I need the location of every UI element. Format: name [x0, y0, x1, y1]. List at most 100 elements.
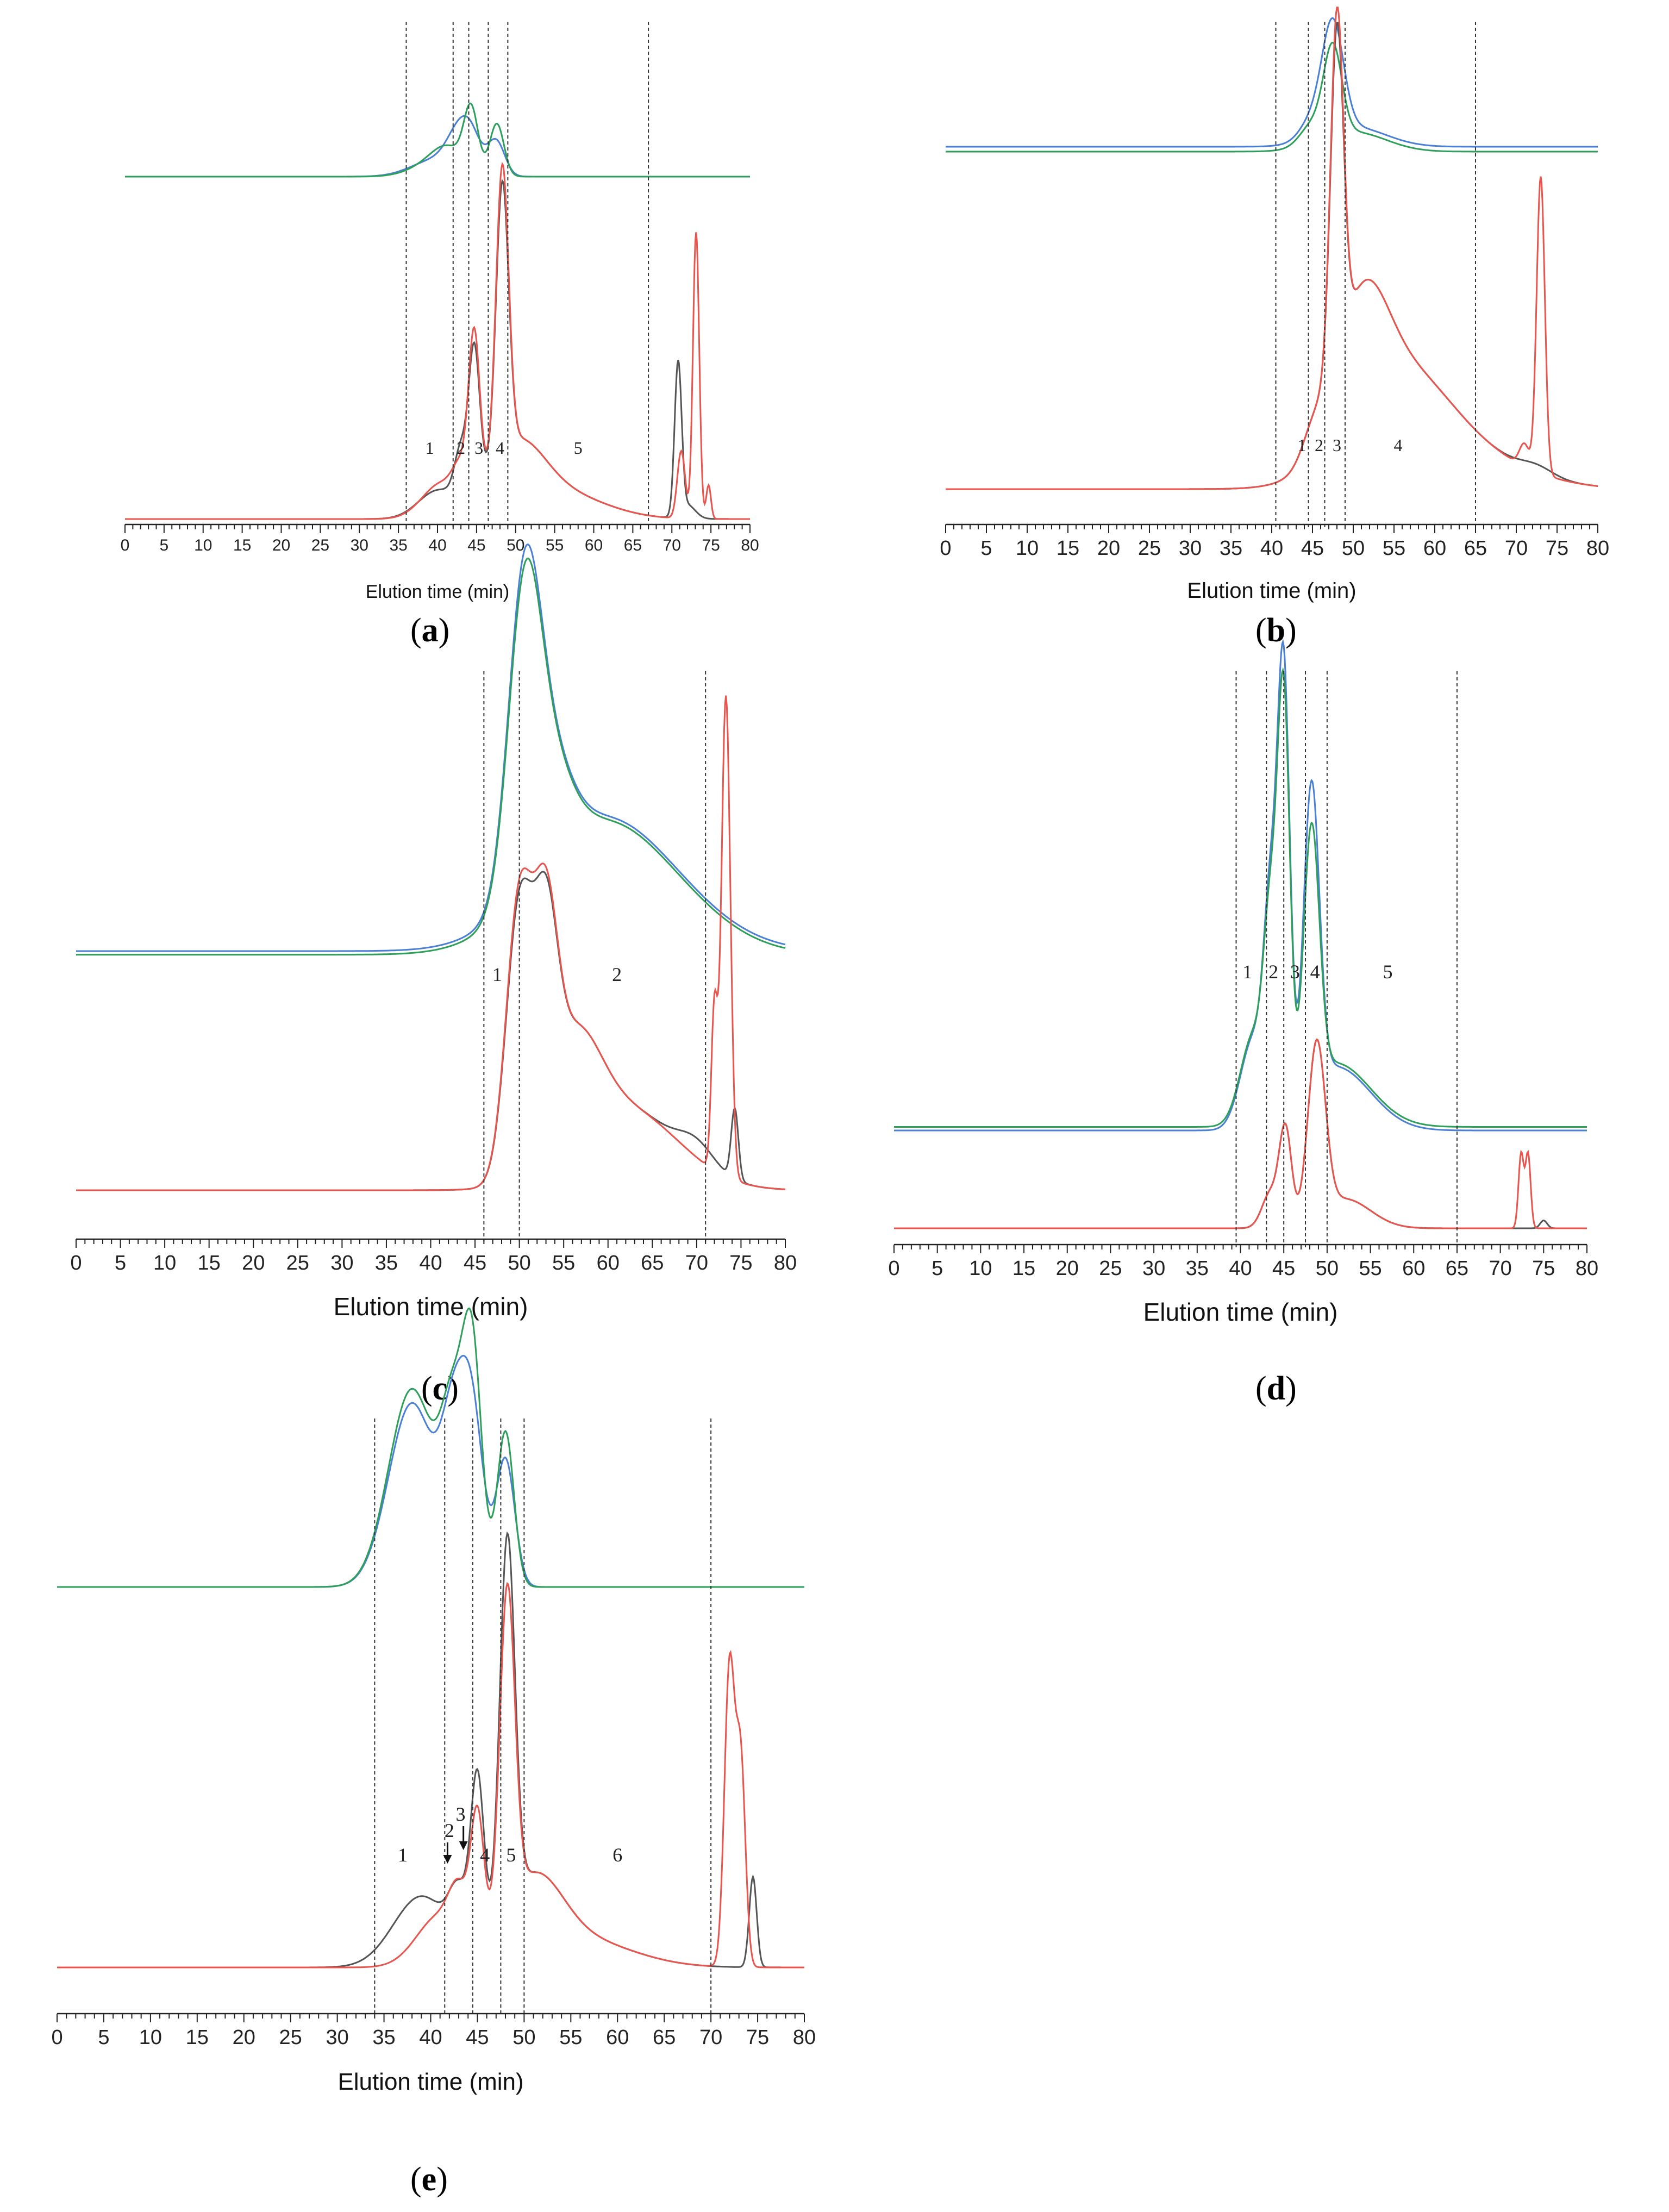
x-tick-label: 55 [559, 2026, 582, 2049]
x-tick-label: 40 [1260, 537, 1283, 560]
series-line-upper-green [76, 557, 786, 956]
caption-b: (b) [1255, 612, 1297, 649]
x-tick-label: 15 [1012, 1257, 1035, 1280]
fraction-label-5: 5 [1383, 961, 1392, 983]
fraction-label-3: 3 [474, 438, 483, 458]
x-tick-label: 35 [372, 2026, 395, 2049]
x-tick-label: 75 [729, 1252, 752, 1274]
fraction-label-2: 2 [612, 964, 622, 985]
x-tick-label: 60 [606, 2026, 629, 2049]
series-line-upper-blue [946, 17, 1598, 148]
chart-a-svg: 1 2 3 4 50 5 10 15 20 25 30 35 40 45 50 55 60 65 70 75 80Elu… [121, 22, 759, 602]
series-line-lower-red [76, 695, 786, 1191]
x-tick-label: 40 [428, 536, 446, 554]
x-axis-label: Elution time (min) [337, 2069, 523, 2095]
fraction-label-3: 3 [1333, 435, 1341, 455]
x-tick-label: 45 [466, 2026, 489, 2049]
caption-d: (d) [1255, 1370, 1297, 1407]
x-tick-label: 45 [1272, 1257, 1295, 1280]
chart-panel-b: 1 2 3 4 0 5 10 15 20 25 30 35 40 45 50 55 60 65 70 75 80 Elut… [897, 7, 1630, 663]
annotation-arrow-head [443, 1855, 452, 1864]
x-tick-label: 80 [1586, 537, 1609, 560]
fraction-label-1: 1 [1298, 435, 1307, 455]
fraction-label-1: 1 [492, 964, 502, 985]
x-axis-label: Elution time (min) [1143, 1298, 1338, 1326]
x-tick-label: 20 [242, 1252, 265, 1274]
caption-a: (a) [410, 612, 450, 649]
x-tick-label: 30 [330, 1252, 353, 1274]
x-tick-label: 20 [1056, 1257, 1079, 1280]
x-tick-label: 5 [115, 1252, 126, 1274]
series-line-lower-red [125, 162, 750, 520]
fraction-label-5: 5 [574, 438, 583, 458]
x-tick-label: 30 [351, 536, 368, 554]
x-tick-label: 65 [641, 1252, 664, 1274]
x-tick-label: 15 [186, 2026, 209, 2049]
x-tick-label: 25 [1099, 1257, 1122, 1280]
x-tick-label: 10 [1016, 537, 1039, 560]
x-tick-label: 40 [1229, 1257, 1252, 1280]
x-tick-label: 35 [1186, 1257, 1209, 1280]
x-tick-label: 0 [51, 2026, 62, 2049]
x-tick-label: 5 [980, 537, 992, 560]
x-tick-label: 10 [139, 2026, 162, 2049]
chart-d-svg: 1 2 3 4 50 5 10 15 20 25 30 35 40 45 50 55 60 65 70 75 80Elu… [888, 639, 1598, 1326]
series-line-lower-red [946, 7, 1598, 490]
x-tick-label: 15 [198, 1252, 221, 1274]
x-tick-label: 70 [685, 1252, 708, 1274]
x-tick-label: 45 [467, 536, 485, 554]
fraction-label-4: 4 [1310, 961, 1320, 983]
series-line-upper-green [894, 667, 1587, 1128]
x-tick-label: 20 [272, 536, 290, 554]
fraction-label-4: 4 [496, 438, 504, 458]
x-tick-label: 0 [940, 537, 951, 560]
chart-panel-d: 1 2 3 4 5 0 5 10 15 20 25 30 35 40 45 50 55 60 65 70 75 80 Elu… [880, 639, 1641, 1370]
fraction-label-2: 2 [1268, 961, 1278, 983]
series-line-upper-blue [894, 639, 1587, 1132]
x-tick-label: 70 [1489, 1257, 1511, 1280]
x-tick-label: 60 [1423, 537, 1446, 560]
x-tick-label: 50 [1342, 537, 1365, 560]
x-tick-label: 10 [969, 1257, 992, 1280]
x-tick-label: 50 [508, 1252, 530, 1274]
x-tick-label: 50 [512, 2026, 535, 2049]
x-tick-label: 35 [1220, 537, 1242, 560]
x-axis-label: Elution time (min) [334, 1292, 528, 1321]
x-tick-label: 5 [932, 1257, 943, 1280]
x-tick-label: 55 [1383, 537, 1405, 560]
series-line-upper-green [57, 1307, 804, 1588]
series-line-lower-gray [894, 1038, 1587, 1229]
x-tick-label: 10 [153, 1252, 176, 1274]
caption-e: (e) [410, 2161, 448, 2198]
x-tick-label: 65 [653, 2026, 676, 2049]
fraction-label-4: 4 [480, 1844, 490, 1866]
fraction-label-1: 1 [398, 1844, 408, 1866]
x-tick-label: 60 [597, 1252, 620, 1274]
fraction-label-6: 6 [612, 1844, 622, 1866]
series-line-lower-gray [946, 21, 1598, 490]
x-tick-label: 65 [1464, 537, 1487, 560]
x-tick-label: 30 [1179, 537, 1202, 560]
annotation-arrow-head [459, 1841, 468, 1850]
x-tick-label: 50 [507, 536, 524, 554]
fraction-label-2: 2 [1315, 435, 1323, 455]
x-axis-label: Elution time (min) [366, 582, 510, 602]
x-tick-label: 5 [98, 2026, 109, 2049]
x-tick-label: 55 [552, 1252, 575, 1274]
x-tick-label: 75 [702, 536, 720, 554]
x-tick-label: 75 [746, 2026, 769, 2049]
chart-c-svg: 1 20 5 10 15 20 25 30 35 40 45 50 55 60 65 70 75 80Elutio… [70, 543, 797, 1321]
fraction-label-4: 4 [1394, 435, 1403, 455]
series-line-lower-red [57, 1582, 804, 1969]
x-tick-label: 45 [1301, 537, 1324, 560]
x-tick-label: 55 [1359, 1257, 1382, 1280]
x-tick-label: 30 [326, 2026, 348, 2049]
series-line-upper-blue [76, 543, 786, 952]
x-tick-label: 35 [375, 1252, 398, 1274]
series-line-upper-green [125, 102, 750, 178]
x-tick-label: 80 [1576, 1257, 1598, 1280]
x-tick-label: 65 [1446, 1257, 1468, 1280]
chart-panel-a: 1 2 3 4 5 0 5 10 15 20 25 30 35 40 45 50 55 60 65 70 75 80 Elu… [82, 11, 788, 663]
